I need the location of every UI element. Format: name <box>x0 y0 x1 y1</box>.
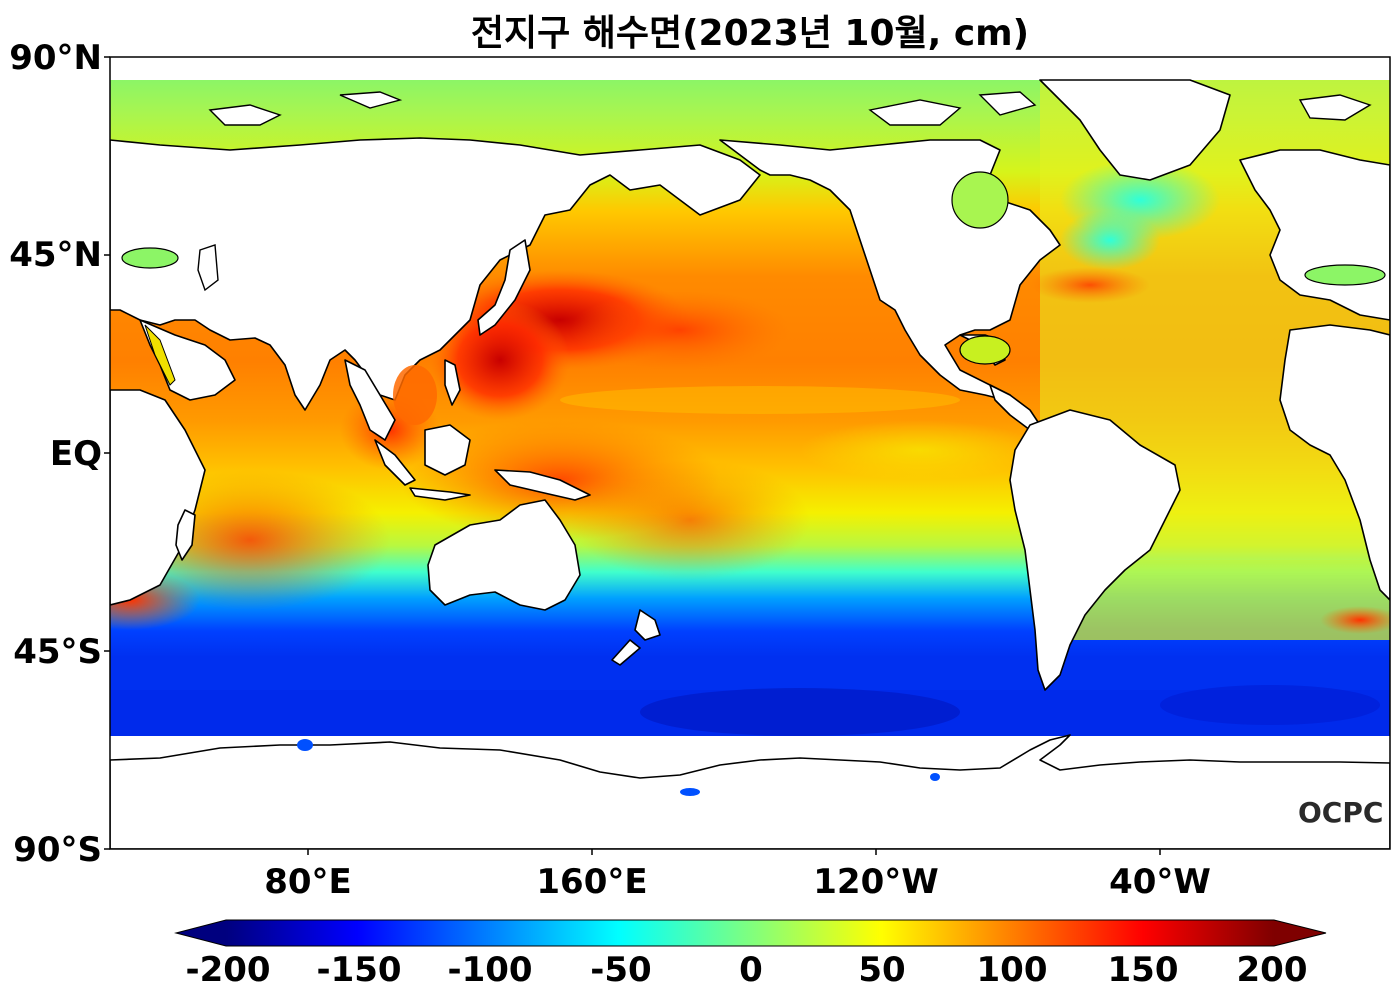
colorbar-tick: 150 <box>1107 950 1179 990</box>
colorbar-tick: 100 <box>976 950 1048 990</box>
colorbar-tick: -100 <box>447 950 533 990</box>
lat-label-90n: 90°N <box>9 38 102 78</box>
lat-label-45n: 45°N <box>9 235 102 275</box>
lat-label-45s: 45°S <box>13 632 102 672</box>
colorbar <box>174 919 1327 947</box>
colorbar-tick: 0 <box>739 950 763 990</box>
lat-label-90s: 90°S <box>13 830 102 870</box>
lon-label-120w: 120°W <box>813 862 939 902</box>
map-title: 전지구 해수면(2023년 10월, cm) <box>470 13 1030 54</box>
land <box>110 79 1390 849</box>
ocpc-logo: OCPC <box>1298 796 1384 829</box>
colorbar-tick: -150 <box>316 950 402 990</box>
lon-label-80e: 80°E <box>264 862 352 902</box>
lat-label-eq: EQ <box>49 434 102 474</box>
colorbar-tick: 200 <box>1236 950 1308 990</box>
colorbar-tick: 50 <box>858 950 906 990</box>
lon-label-40w: 40°W <box>1109 862 1211 902</box>
colorbar-tick: -50 <box>590 950 652 990</box>
colorbar-tick: -200 <box>185 950 271 990</box>
lon-label-160e: 160°E <box>536 862 648 902</box>
